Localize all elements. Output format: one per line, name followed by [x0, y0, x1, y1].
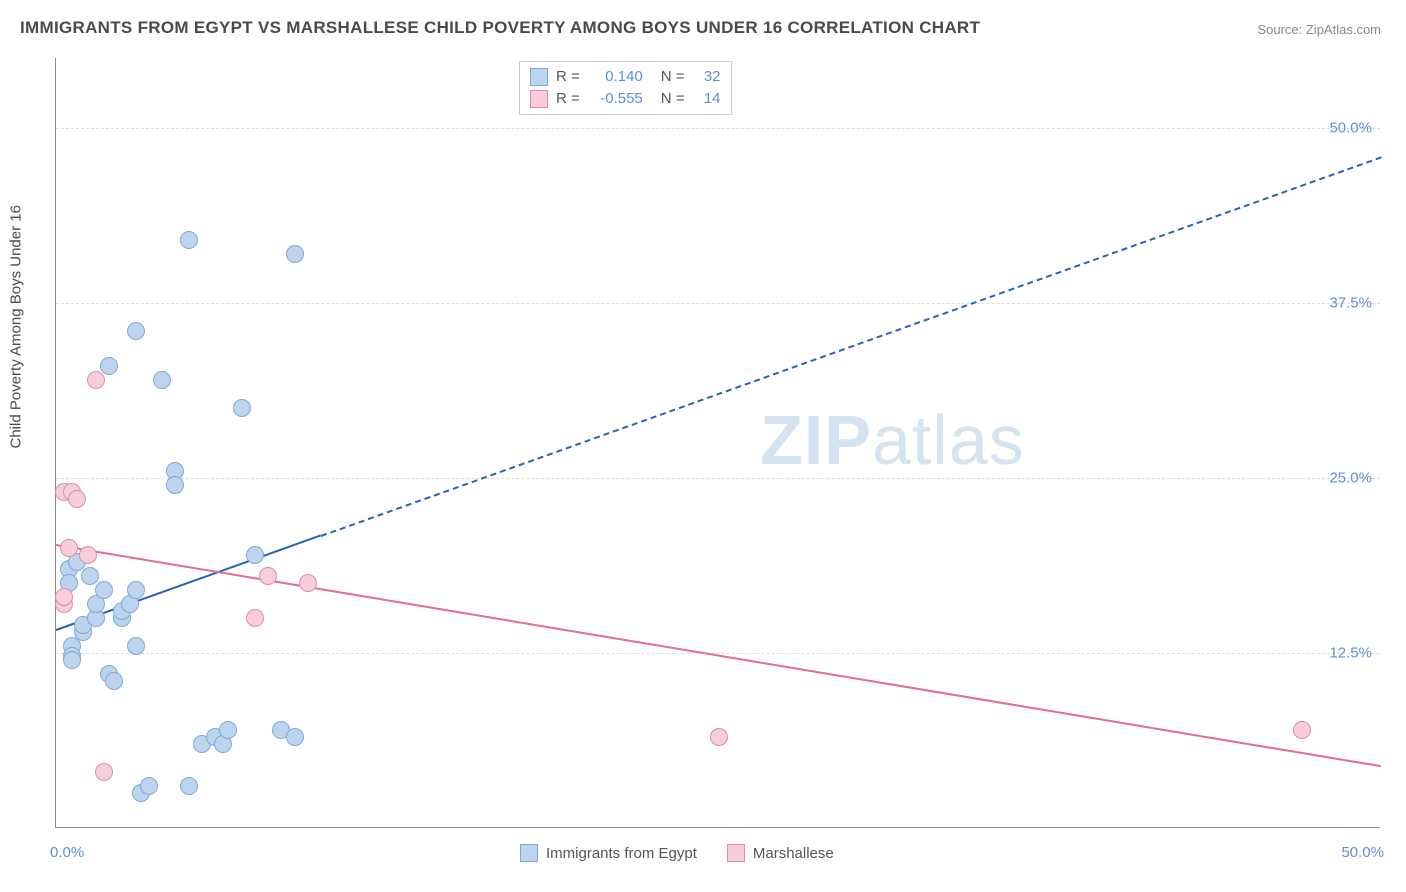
- gridline: [56, 128, 1380, 129]
- data-point: [105, 672, 123, 690]
- r-label: R =: [556, 88, 580, 110]
- data-point: [710, 728, 728, 746]
- data-point: [286, 728, 304, 746]
- data-point: [246, 546, 264, 564]
- data-point: [286, 245, 304, 263]
- n-label: N =: [661, 66, 685, 88]
- legend-swatch: [530, 68, 548, 86]
- n-label: N =: [661, 88, 685, 110]
- plot-area: 12.5% 25.0% 37.5% 50.0% R = 0.140 N = 32 R = -0.5…: [55, 58, 1380, 828]
- legend-item: Marshallese: [727, 844, 834, 862]
- legend-label: Immigrants from Egypt: [546, 845, 697, 862]
- data-point: [180, 231, 198, 249]
- data-point: [87, 371, 105, 389]
- x-tick-50: 50.0%: [1341, 844, 1384, 861]
- data-point: [259, 567, 277, 585]
- data-point: [127, 322, 145, 340]
- data-point: [246, 609, 264, 627]
- gridline: [56, 478, 1380, 479]
- y-tick-label: 12.5%: [1329, 645, 1372, 662]
- data-point: [219, 721, 237, 739]
- data-point: [180, 777, 198, 795]
- gridline: [56, 303, 1380, 304]
- trend-line: [321, 156, 1382, 536]
- data-point: [100, 357, 118, 375]
- correlation-row: R = 0.140 N = 32: [530, 66, 721, 88]
- y-tick-label: 50.0%: [1329, 120, 1372, 137]
- data-point: [60, 539, 78, 557]
- x-tick-0: 0.0%: [50, 844, 84, 861]
- data-point: [95, 763, 113, 781]
- y-tick-label: 37.5%: [1329, 295, 1372, 312]
- legend-label: Marshallese: [753, 845, 834, 862]
- data-point: [153, 371, 171, 389]
- n-value: 14: [693, 88, 721, 110]
- legend-item: Immigrants from Egypt: [520, 844, 697, 862]
- legend-swatch: [727, 844, 745, 862]
- data-point: [299, 574, 317, 592]
- correlation-box: R = 0.140 N = 32 R = -0.555 N = 14: [519, 61, 732, 115]
- data-point: [63, 651, 81, 669]
- data-point: [95, 581, 113, 599]
- data-point: [140, 777, 158, 795]
- r-value: 0.140: [588, 66, 643, 88]
- legend-swatch: [530, 90, 548, 108]
- data-point: [55, 588, 73, 606]
- data-point: [233, 399, 251, 417]
- data-point: [1293, 721, 1311, 739]
- data-point: [166, 476, 184, 494]
- correlation-row: R = -0.555 N = 14: [530, 88, 721, 110]
- source-attribution: Source: ZipAtlas.com: [1257, 22, 1381, 37]
- data-point: [79, 546, 97, 564]
- data-point: [127, 581, 145, 599]
- bottom-legend: Immigrants from Egypt Marshallese: [520, 844, 834, 862]
- chart-title: IMMIGRANTS FROM EGYPT VS MARSHALLESE CHI…: [20, 18, 980, 38]
- legend-swatch: [520, 844, 538, 862]
- n-value: 32: [693, 66, 721, 88]
- y-tick-label: 25.0%: [1329, 470, 1372, 487]
- r-label: R =: [556, 66, 580, 88]
- data-point: [127, 637, 145, 655]
- data-point: [68, 490, 86, 508]
- y-axis-label: Child Poverty Among Boys Under 16: [8, 205, 25, 448]
- r-value: -0.555: [588, 88, 643, 110]
